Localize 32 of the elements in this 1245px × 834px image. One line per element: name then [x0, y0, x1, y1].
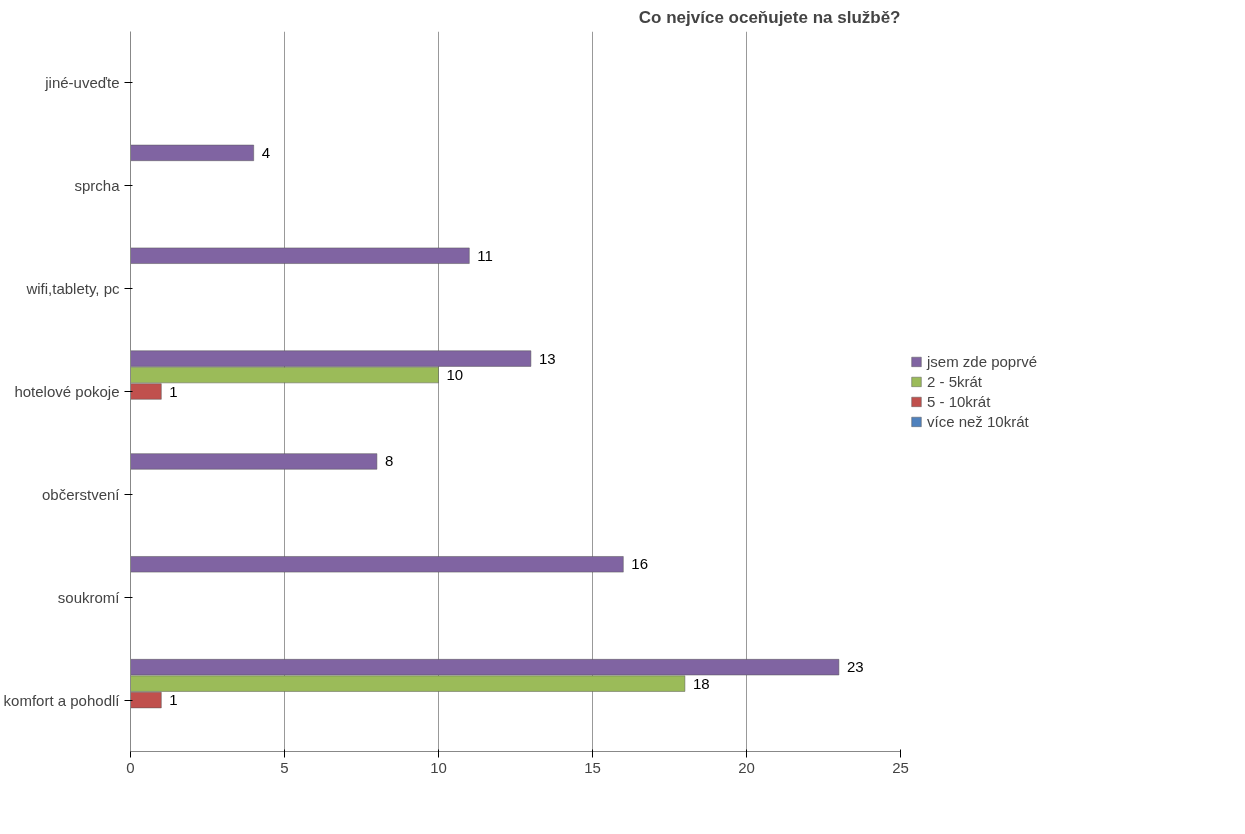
y-tick-label: hotelové pokoje: [14, 383, 120, 400]
x-tick-label: 20: [738, 758, 755, 776]
x-tick-label: 0: [126, 758, 135, 776]
data-label: 18: [692, 674, 710, 692]
y-tick-label: jiné-uveďte: [44, 74, 120, 92]
y-tick-label: sprcha: [74, 177, 121, 195]
legend-label: 5 - 10krát: [927, 392, 991, 410]
bar: [130, 453, 378, 470]
x-tick-label: 25: [892, 758, 909, 776]
bar: [130, 247, 470, 264]
data-label: 1: [169, 691, 178, 709]
bar: [130, 556, 624, 573]
y-tick-label: komfort a pohodlí: [3, 691, 121, 709]
data-label: 4: [261, 143, 271, 161]
data-label: 10: [446, 366, 464, 384]
legend-label: 2 - 5krát: [927, 372, 983, 390]
legend-label: jsem zde poprvé: [927, 352, 1038, 370]
legend-label: více než 10krát: [927, 412, 1029, 430]
x-tick-label: 10: [430, 758, 447, 776]
data-label: 23: [846, 658, 864, 676]
data-label: 1: [169, 382, 178, 400]
data-label: 8: [384, 452, 394, 470]
data-label: 13: [538, 349, 556, 367]
y-tick-label: soukromí: [57, 588, 121, 606]
y-tick-label: wifi,tablety, pc: [25, 280, 120, 298]
y-tick-label: občerstvení: [41, 485, 121, 503]
x-tick-label: 5: [280, 758, 289, 776]
data-label: 16: [631, 555, 648, 573]
data-label: 11: [477, 246, 493, 264]
chart-title: Co nejvíce oceňujete na službě?: [638, 7, 901, 27]
bar: [130, 144, 254, 161]
x-tick-label: 15: [584, 758, 601, 776]
